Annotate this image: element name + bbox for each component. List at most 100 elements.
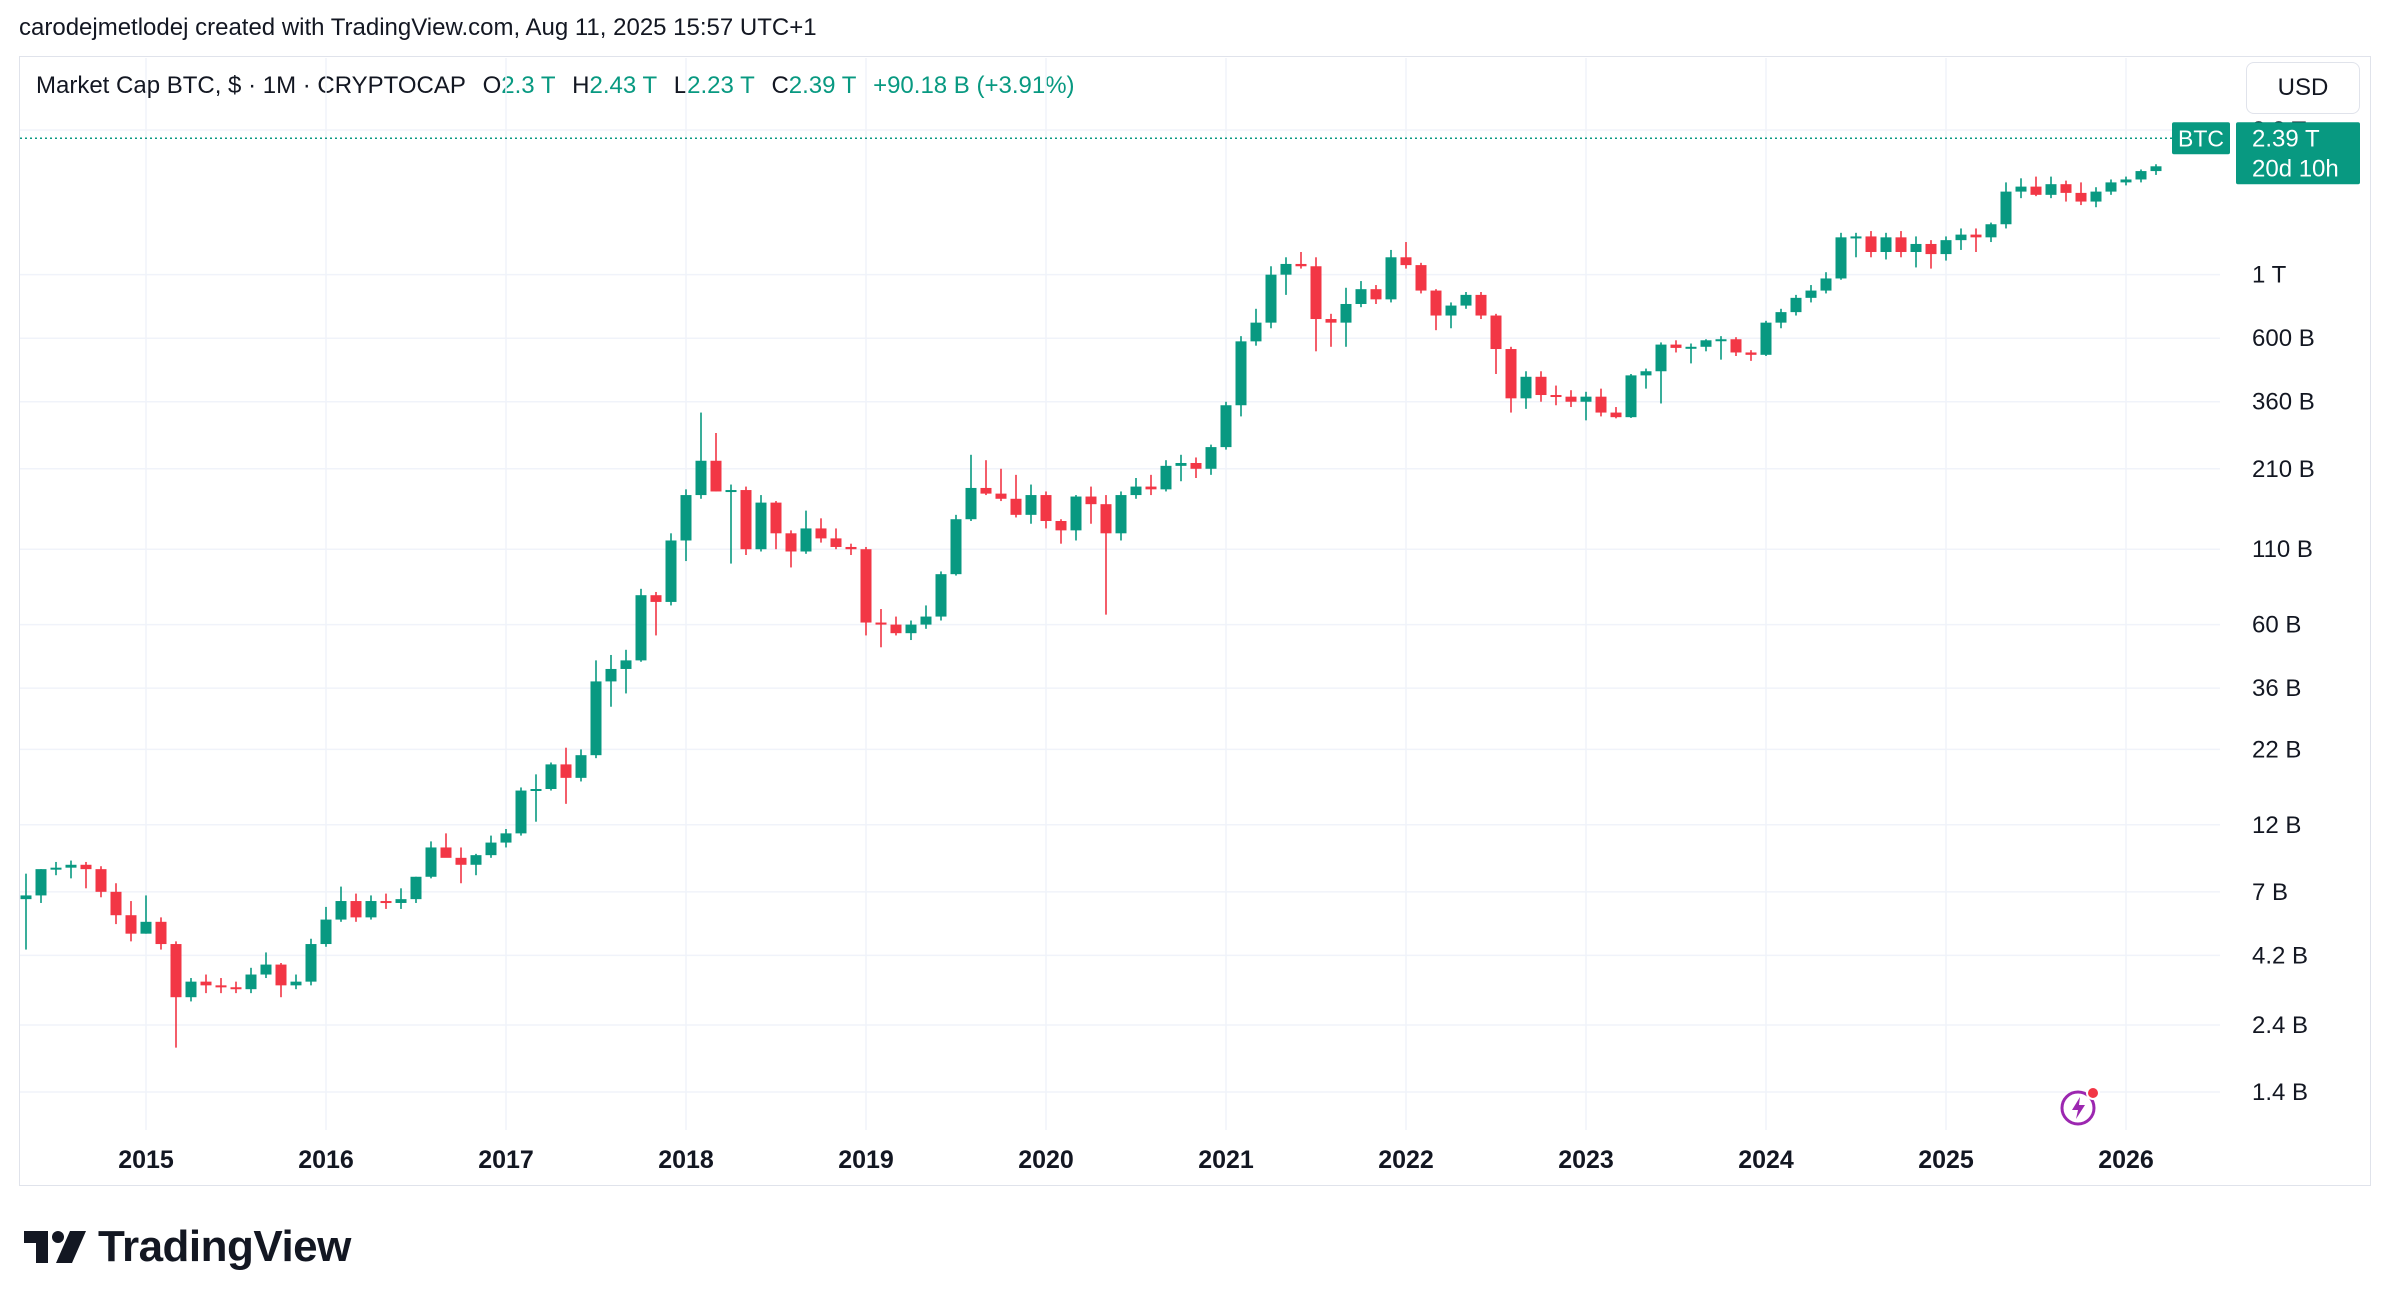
candle[interactable] bbox=[1145, 474, 1157, 496]
candle[interactable] bbox=[590, 660, 602, 759]
candle[interactable] bbox=[365, 895, 377, 920]
candle[interactable] bbox=[125, 901, 137, 942]
candle[interactable] bbox=[1355, 281, 1367, 308]
candle[interactable] bbox=[2075, 182, 2087, 206]
candle[interactable] bbox=[1415, 262, 1427, 294]
candle[interactable] bbox=[545, 762, 557, 791]
candle[interactable] bbox=[2150, 164, 2162, 175]
candle[interactable] bbox=[1595, 388, 1607, 417]
candle[interactable] bbox=[800, 510, 812, 554]
candle[interactable] bbox=[1040, 491, 1052, 529]
candle[interactable] bbox=[1490, 313, 1502, 374]
candle[interactable] bbox=[305, 938, 317, 986]
candle[interactable] bbox=[1100, 495, 1112, 615]
candle[interactable] bbox=[995, 468, 1007, 502]
candle[interactable] bbox=[140, 895, 152, 934]
candle[interactable] bbox=[1820, 272, 1832, 294]
candle[interactable] bbox=[380, 893, 392, 909]
candle[interactable] bbox=[1625, 373, 1637, 418]
candle[interactable] bbox=[1025, 484, 1037, 524]
candle[interactable] bbox=[560, 747, 572, 804]
candle[interactable] bbox=[1445, 302, 1457, 329]
candle[interactable] bbox=[2120, 176, 2132, 186]
candle[interactable] bbox=[1850, 232, 1862, 258]
candle[interactable] bbox=[245, 967, 257, 994]
candle[interactable] bbox=[1745, 350, 1757, 361]
candle[interactable] bbox=[185, 978, 197, 1002]
candle[interactable] bbox=[2105, 179, 2117, 195]
candle[interactable] bbox=[290, 974, 302, 990]
candle[interactable] bbox=[1940, 236, 1952, 261]
candle[interactable] bbox=[2030, 176, 2042, 197]
candle[interactable] bbox=[170, 941, 182, 1048]
candle[interactable] bbox=[665, 533, 677, 606]
candle[interactable] bbox=[1550, 385, 1562, 406]
candle[interactable] bbox=[785, 530, 797, 568]
candle[interactable] bbox=[350, 893, 362, 922]
candle[interactable] bbox=[1730, 337, 1742, 357]
candle[interactable] bbox=[20, 873, 32, 950]
symbol-label[interactable]: Market Cap BTC, $ · 1M · CRYPTOCAP bbox=[36, 72, 466, 99]
candle[interactable] bbox=[1685, 343, 1697, 364]
candle[interactable] bbox=[1460, 291, 1472, 309]
candle[interactable] bbox=[695, 412, 707, 499]
candle[interactable] bbox=[1670, 340, 1682, 353]
candle[interactable] bbox=[470, 853, 482, 876]
candle[interactable] bbox=[965, 454, 977, 522]
candle[interactable] bbox=[1250, 308, 1262, 346]
candle[interactable] bbox=[2090, 187, 2102, 208]
candle[interactable] bbox=[155, 917, 167, 950]
candle[interactable] bbox=[1895, 231, 1907, 258]
candle[interactable] bbox=[830, 528, 842, 550]
candle[interactable] bbox=[635, 588, 647, 662]
candle[interactable] bbox=[395, 888, 407, 909]
candle[interactable] bbox=[905, 620, 917, 641]
candle[interactable] bbox=[1430, 289, 1442, 331]
candle[interactable] bbox=[335, 886, 347, 922]
candle[interactable] bbox=[1865, 231, 1877, 258]
candle[interactable] bbox=[1385, 249, 1397, 303]
candle[interactable] bbox=[920, 605, 932, 629]
tradingview-logo[interactable]: TradingView bbox=[24, 1222, 351, 1272]
candle[interactable] bbox=[935, 571, 947, 621]
candle[interactable] bbox=[1505, 346, 1517, 413]
candle[interactable] bbox=[950, 514, 962, 576]
candle[interactable] bbox=[680, 489, 692, 562]
candle[interactable] bbox=[80, 861, 92, 889]
candle[interactable] bbox=[1115, 491, 1127, 541]
candle[interactable] bbox=[1130, 478, 1142, 499]
candle[interactable] bbox=[1955, 228, 1967, 250]
candle[interactable] bbox=[1715, 336, 1727, 360]
candle[interactable] bbox=[1055, 519, 1067, 544]
candle[interactable] bbox=[515, 787, 527, 836]
candle[interactable] bbox=[485, 835, 497, 858]
candle[interactable] bbox=[320, 906, 332, 947]
candle[interactable] bbox=[1700, 339, 1712, 352]
candle[interactable] bbox=[1640, 368, 1652, 389]
candle[interactable] bbox=[620, 649, 632, 694]
candle[interactable] bbox=[1610, 407, 1622, 419]
candle[interactable] bbox=[230, 981, 242, 994]
candle[interactable] bbox=[1340, 287, 1352, 347]
candle[interactable] bbox=[1190, 457, 1202, 479]
candle[interactable] bbox=[1235, 336, 1247, 417]
candle[interactable] bbox=[1970, 228, 1982, 252]
candle[interactable] bbox=[1910, 236, 1922, 268]
candle[interactable] bbox=[65, 860, 77, 879]
candle[interactable] bbox=[1835, 232, 1847, 280]
candle[interactable] bbox=[2000, 182, 2012, 229]
candle[interactable] bbox=[815, 518, 827, 543]
candle[interactable] bbox=[95, 866, 107, 898]
currency-button[interactable]: USD bbox=[2246, 62, 2360, 114]
candle[interactable] bbox=[110, 883, 122, 925]
candle[interactable] bbox=[275, 962, 287, 998]
candle[interactable] bbox=[860, 546, 872, 636]
candle[interactable] bbox=[1655, 342, 1667, 404]
candle[interactable] bbox=[35, 869, 47, 903]
candle[interactable] bbox=[770, 501, 782, 550]
candle[interactable] bbox=[1310, 257, 1322, 352]
candle[interactable] bbox=[710, 433, 722, 492]
candle[interactable] bbox=[2135, 169, 2147, 183]
candle[interactable] bbox=[1280, 257, 1292, 295]
